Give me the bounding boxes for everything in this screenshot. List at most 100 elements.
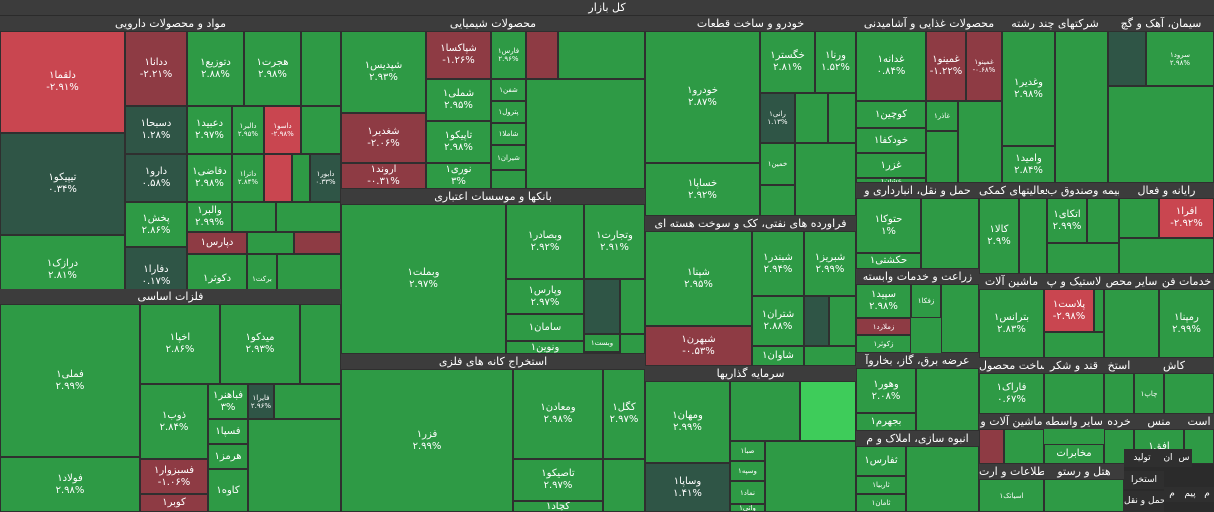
sector-metals[interactable]: فلزات اساسی فملی۱ ۲.۹۹% فولاد۱ ۲.۹۸% اخپا۱ ۲.۸…: [0, 289, 341, 512]
sector-mem[interactable]: م: [1200, 487, 1214, 502]
stock-tile[interactable]: [558, 31, 645, 79]
stock-tile[interactable]: [1055, 31, 1108, 183]
stock-tile[interactable]: [906, 446, 979, 512]
stock-tile[interactable]: [1119, 238, 1214, 274]
stock-tile[interactable]: کوچین۱: [856, 101, 926, 128]
sector-title[interactable]: زراعت و خدمات وابسته: [856, 269, 979, 284]
stock-tile[interactable]: [1087, 198, 1119, 243]
stock-tile[interactable]: فسبزوار۱ -۱.۰۶%: [140, 459, 208, 494]
stock-tile[interactable]: [916, 368, 979, 431]
sector-title[interactable]: خودرو و ساخت قطعات: [645, 16, 856, 31]
stock-tile[interactable]: وسپه۱: [730, 461, 765, 481]
stock-tile[interactable]: ونوین۱: [506, 341, 584, 354]
sector-pim[interactable]: پیم: [1180, 487, 1200, 502]
sector-construction[interactable]: ساخت محصول فاراک۱ ۰.۶۷%: [979, 358, 1044, 414]
stock-tile[interactable]: [1119, 198, 1159, 238]
stock-tile[interactable]: وبصادر۱ ۲.۹۲%: [506, 204, 584, 279]
stock-tile[interactable]: ومهان۱ ۲.۹۹%: [645, 381, 730, 463]
sector-title[interactable]: اطلاعات و ارت: [979, 464, 1044, 479]
sector-title[interactable]: فلزات اساسی: [0, 289, 341, 304]
stock-tile[interactable]: [491, 170, 526, 189]
stock-tile[interactable]: کوبر۱: [140, 494, 208, 512]
sector-title[interactable]: سایر واسطه: [1044, 414, 1104, 429]
stock-tile[interactable]: دلقما۱ -۲.۹۱%: [0, 31, 125, 133]
stock-tile[interactable]: دارو۱ ۰.۵۸%: [125, 154, 187, 202]
stock-tile[interactable]: دتوزیع۱ ۲.۸۸%: [187, 31, 244, 106]
stock-tile[interactable]: شیران۱: [491, 145, 526, 170]
stock-tile[interactable]: فزر۱ ۲.۹۹%: [341, 369, 513, 512]
stock-tile[interactable]: خگستر۱ ۲.۸۱%: [760, 31, 815, 93]
stock-tile[interactable]: شملی۱ ۲.۹۵%: [426, 79, 491, 121]
stock-tile[interactable]: خودرو۱ ۲.۸۷%: [645, 31, 760, 163]
stock-tile[interactable]: [1044, 479, 1124, 512]
sector-title[interactable]: ماشین آلات و: [979, 414, 1044, 429]
stock-tile[interactable]: وامید۱ ۲.۸۴%: [1002, 146, 1055, 183]
stock-tile[interactable]: [247, 232, 294, 254]
sector-rubber[interactable]: لاستیک و پ پلاست۱ -۲.۹۸%: [1044, 274, 1104, 358]
stock-tile[interactable]: اتکای۱ ۲.۹۹%: [1047, 198, 1087, 243]
sector-title[interactable]: بیمه وصندوق ب: [1047, 183, 1119, 198]
sector-an[interactable]: ان: [1160, 449, 1176, 467]
sector-machinery[interactable]: ماشین آلات بترانس۱ ۲.۸۳%: [979, 274, 1044, 358]
stock-tile[interactable]: [941, 284, 979, 353]
stock-tile[interactable]: وتجارت۱ ۲.۹۱%: [584, 204, 645, 279]
stock-tile[interactable]: داترا۱ ۲.۸۴%: [232, 154, 264, 202]
stock-tile[interactable]: [1044, 373, 1104, 414]
stock-tile[interactable]: [1108, 86, 1214, 183]
stock-tile[interactable]: وپاسار۱: [584, 352, 620, 354]
stock-tile[interactable]: پلاست۱ -۲.۹۸%: [1044, 289, 1094, 332]
sector-title[interactable]: فعالیتهای کمکی: [979, 183, 1047, 198]
stock-tile[interactable]: [248, 419, 341, 512]
stock-tile[interactable]: چاپ۱: [1134, 373, 1164, 414]
stock-tile[interactable]: خودکفا۱: [856, 128, 926, 153]
stock-tile[interactable]: فاراک۱ ۰.۶۷%: [979, 373, 1044, 414]
stock-tile[interactable]: اروند۱ -۰.۳۱%: [341, 163, 426, 189]
stock-tile[interactable]: [979, 429, 1004, 464]
stock-tile[interactable]: [603, 459, 645, 512]
sector-retail[interactable]: خرده: [1104, 414, 1134, 464]
stock-tile[interactable]: شفن۱: [491, 79, 526, 101]
stock-tile[interactable]: [301, 106, 341, 154]
stock-tile[interactable]: [620, 279, 645, 334]
sector-title[interactable]: ان: [1160, 449, 1176, 467]
stock-tile[interactable]: [274, 384, 341, 419]
sector-support[interactable]: فعالیتهای کمکی کالا۱ ۲.۹%: [979, 183, 1047, 274]
sector-title[interactable]: سرمایه گذاریها: [645, 366, 856, 381]
sector-title[interactable]: م: [1200, 487, 1214, 502]
stock-tile[interactable]: غدانه۱ ۰.۸۴%: [856, 31, 926, 101]
stock-tile[interactable]: ثامان۱: [856, 494, 906, 512]
stock-tile[interactable]: شپاکسا۱ -۱.۲۶%: [426, 31, 491, 79]
stock-tile[interactable]: [800, 381, 856, 441]
stock-tile[interactable]: دعبید۱ ۲.۹۷%: [187, 106, 232, 154]
stock-tile[interactable]: فولاد۱ ۲.۹۸%: [0, 457, 140, 512]
stock-tile[interactable]: [526, 79, 645, 189]
stock-tile[interactable]: شاوان۱: [752, 346, 804, 366]
sector-pharma[interactable]: مواد و محصولات دارویی دلقما۱ -۲.۹۱% تیپیکو۱…: [0, 16, 341, 305]
stock-tile[interactable]: [804, 296, 829, 346]
sector-mine2[interactable]: استخ: [1104, 358, 1134, 414]
stock-tile[interactable]: وغدیر۱ ۲.۹۸%: [1002, 31, 1055, 146]
stock-tile[interactable]: شاملا۱: [491, 123, 526, 145]
stock-tile[interactable]: [1019, 198, 1047, 274]
stock-tile[interactable]: [292, 154, 310, 202]
stock-tile[interactable]: میدکو۱ ۲.۹۳%: [220, 304, 300, 384]
sector-title[interactable]: استخراج کانه های فلزی: [341, 354, 645, 369]
sector-title[interactable]: عرضه برق، گاز، بخاروآ: [856, 353, 979, 368]
sector-m[interactable]: م: [1164, 487, 1180, 502]
stock-tile[interactable]: [804, 346, 856, 366]
stock-tile[interactable]: دالبر۱ ۲.۹۵%: [232, 106, 264, 154]
stock-tile[interactable]: غشان۱: [856, 178, 926, 183]
stock-tile[interactable]: فارس۱ ۲.۹۶%: [491, 31, 526, 79]
sector-mas[interactable]: س: [1176, 449, 1192, 467]
stock-tile[interactable]: [1094, 289, 1104, 332]
stock-tile[interactable]: شپدیس۱ ۲.۹۳%: [341, 31, 426, 113]
stock-tile[interactable]: [828, 93, 856, 143]
sector-title[interactable]: هتل و رستو: [1044, 464, 1124, 479]
sector-hotel[interactable]: هتل و رستو: [1044, 464, 1124, 512]
stock-tile[interactable]: شبهرن۱ -۰.۵۳%: [645, 326, 752, 366]
stock-tile[interactable]: ورنا۱ ۱.۵۲%: [815, 31, 856, 93]
stock-tile[interactable]: غاذر۱: [926, 101, 958, 131]
stock-tile[interactable]: وساپا۱ ۱.۴۱%: [645, 463, 730, 512]
sector-title[interactable]: شرکتهای چند رشته: [1002, 16, 1108, 31]
stock-tile[interactable]: سامان۱: [506, 314, 584, 341]
